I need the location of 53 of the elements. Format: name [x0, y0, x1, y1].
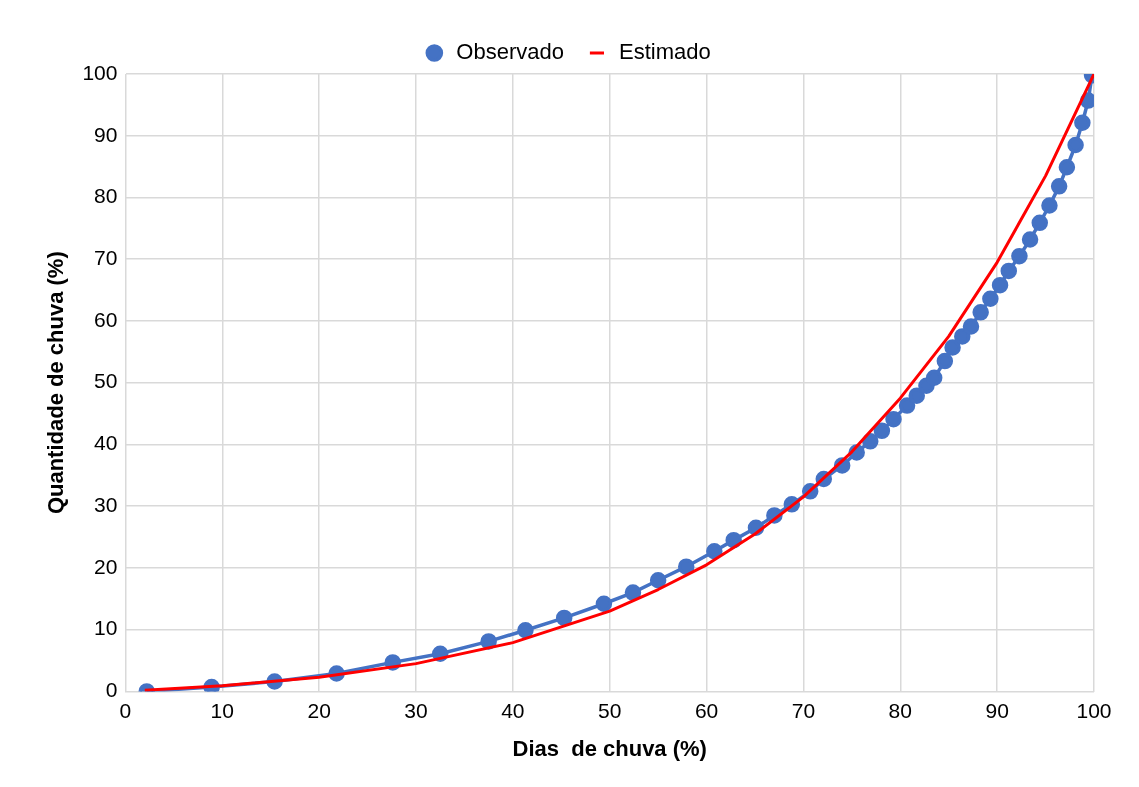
point [624, 584, 642, 601]
point [595, 595, 613, 612]
point [1058, 158, 1076, 176]
point [555, 609, 573, 627]
x-tick-label: 80 [888, 698, 912, 722]
point [1067, 136, 1084, 154]
point [954, 328, 971, 345]
point [1041, 197, 1058, 214]
x-tick-label: 60 [694, 698, 719, 722]
point [962, 318, 980, 335]
y-tick-label: 90 [94, 122, 118, 146]
x-tick-label: 100 [1076, 698, 1112, 722]
y-tick-label: 100 [82, 60, 118, 84]
point [1011, 247, 1028, 265]
point [1031, 214, 1049, 232]
point [936, 352, 954, 370]
y-tick-label: 20 [94, 554, 118, 578]
legend-label: Estimado [618, 39, 711, 65]
y-tick-label: 70 [94, 246, 118, 270]
point [677, 558, 695, 575]
x-tick-label: 90 [985, 698, 1009, 722]
point [898, 397, 916, 414]
y-tick-label: 80 [94, 184, 118, 208]
y-tick-label: 50 [94, 369, 118, 393]
y-tick-label: 30 [94, 492, 118, 516]
point [885, 410, 902, 428]
x-tick-label: 10 [210, 698, 234, 722]
point [991, 276, 1009, 294]
point [908, 387, 925, 404]
x-tick-label: 70 [791, 698, 816, 722]
x-tick-label: 50 [598, 698, 622, 722]
x-tick-label: 20 [307, 698, 331, 722]
point [706, 543, 723, 560]
point [873, 422, 891, 440]
x-tick-label: 40 [501, 698, 525, 722]
point [517, 622, 534, 639]
x-axis-title: Dias de chuva (%) [512, 735, 707, 761]
x-tick-label: 30 [404, 698, 428, 722]
y-axis-title: Quantidade de chuva (%) [43, 251, 69, 515]
legend-label: Observado [456, 39, 564, 65]
point [925, 369, 943, 387]
point [1050, 178, 1068, 195]
y-tick-label: 60 [94, 307, 118, 331]
point [982, 290, 999, 307]
point [944, 339, 961, 356]
point [649, 572, 667, 589]
point [1074, 114, 1091, 132]
y-tick-label: 0 [105, 678, 118, 702]
y-tick-label: 40 [94, 431, 118, 455]
point [1021, 231, 1039, 248]
point [972, 304, 989, 321]
y-tick-label: 10 [94, 616, 118, 640]
point [1000, 262, 1018, 280]
